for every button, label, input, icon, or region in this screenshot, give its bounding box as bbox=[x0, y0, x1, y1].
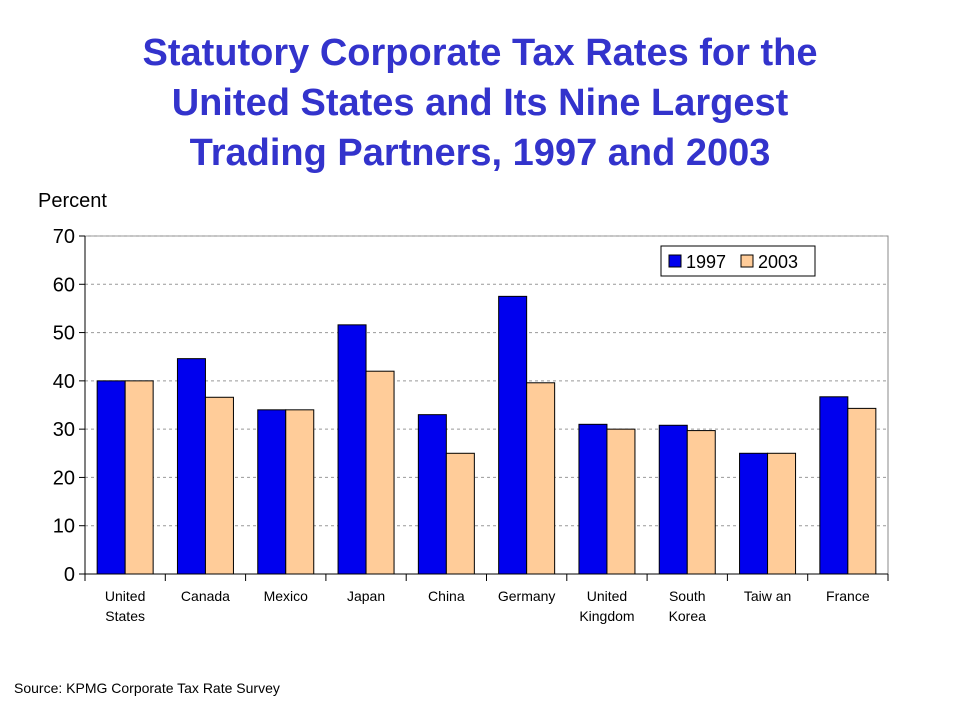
y-tick-label: 50 bbox=[53, 323, 75, 345]
x-tick-label: Mexico bbox=[264, 588, 309, 604]
legend-swatch-2003 bbox=[740, 254, 754, 268]
chart-title-line-3: Trading Partners, 1997 and 2003 bbox=[189, 132, 771, 174]
x-tick-label: Korea bbox=[669, 608, 707, 624]
chart-title-line-1: Statutory Corporate Tax Rates for the bbox=[142, 32, 818, 74]
bar-1997 bbox=[578, 423, 608, 575]
bar-1997 bbox=[417, 414, 447, 575]
x-tick-label: South bbox=[669, 588, 706, 604]
bar-2003 bbox=[686, 430, 716, 575]
bar-2003 bbox=[767, 452, 797, 575]
x-tick-label: Canada bbox=[181, 588, 230, 604]
legend-swatch-1997 bbox=[668, 254, 682, 268]
y-tick-label: 60 bbox=[53, 274, 75, 296]
bar-1997 bbox=[176, 358, 206, 575]
bar-2003 bbox=[285, 409, 315, 575]
y-tick-label: 40 bbox=[53, 371, 75, 393]
bar-2003 bbox=[445, 452, 475, 575]
y-tick-label: 10 bbox=[53, 516, 75, 538]
bar-2003 bbox=[124, 380, 154, 575]
bar-2003 bbox=[847, 407, 877, 575]
x-tick-label: United bbox=[587, 588, 627, 604]
y-axis-label: Percent bbox=[38, 190, 107, 212]
x-tick-label: States bbox=[105, 608, 145, 624]
legend-label-2003: 2003 bbox=[758, 252, 798, 272]
source-note: Source: KPMG Corporate Tax Rate Survey bbox=[14, 680, 280, 696]
bar-1997 bbox=[739, 452, 769, 575]
y-tick-label: 70 bbox=[53, 226, 75, 248]
x-tick-label: United bbox=[105, 588, 145, 604]
bar-1997 bbox=[819, 396, 849, 575]
x-tick-label: Germany bbox=[498, 588, 556, 604]
x-tick-label: France bbox=[826, 588, 870, 604]
x-tick-label: Taiw an bbox=[744, 588, 791, 604]
chart-title: Statutory Corporate Tax Rates for the Un… bbox=[40, 28, 920, 178]
bar-1997 bbox=[337, 324, 367, 575]
chart-title-line-2: United States and Its Nine Largest bbox=[171, 82, 789, 124]
x-tick-label: Kingdom bbox=[579, 608, 634, 624]
legend-label-1997: 1997 bbox=[686, 252, 726, 272]
bar-1997 bbox=[257, 409, 287, 575]
y-tick-label: 30 bbox=[53, 419, 75, 441]
x-tick-label: Japan bbox=[347, 588, 385, 604]
x-tick-label: China bbox=[428, 588, 465, 604]
bar-2003 bbox=[526, 382, 556, 575]
bar-2003 bbox=[204, 396, 234, 575]
bar-2003 bbox=[606, 428, 636, 575]
bar-1997 bbox=[498, 295, 528, 575]
legend-box bbox=[660, 245, 816, 277]
bar-1997 bbox=[96, 380, 126, 575]
bar-1997 bbox=[658, 424, 688, 575]
y-tick-label: 20 bbox=[53, 467, 75, 489]
bar-2003 bbox=[365, 370, 395, 575]
y-tick-label: 0 bbox=[64, 564, 75, 586]
